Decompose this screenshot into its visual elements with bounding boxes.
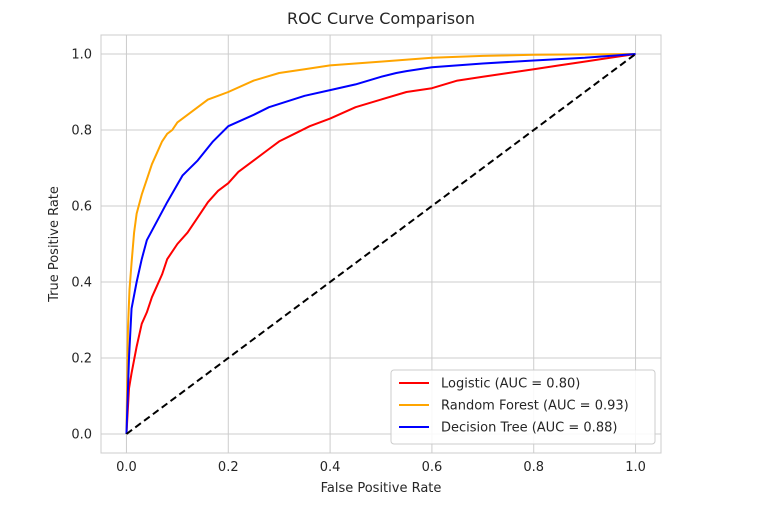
legend: Logistic (AUC = 0.80) Random Forest (AUC … <box>390 369 656 445</box>
y-tick-label: 0.8 <box>71 124 92 139</box>
y-tick-label: 0.0 <box>71 428 92 443</box>
y-tick-label: 1.0 <box>71 48 92 63</box>
y-tick-label: 0.6 <box>71 200 92 215</box>
y-tick-label: 0.2 <box>71 352 92 367</box>
legend-label: Logistic (AUC = 0.80) <box>441 377 580 392</box>
y-axis-ticks: 0.0 0.2 0.4 0.6 0.8 1.0 <box>71 48 92 443</box>
legend-label: Random Forest (AUC = 0.93) <box>441 399 629 414</box>
legend-box <box>390 369 656 445</box>
x-tick-label: 0.2 <box>218 460 239 475</box>
x-tick-label: 0.4 <box>320 460 341 475</box>
x-tick-label: 0.8 <box>523 460 544 475</box>
diagonal-reference-line <box>125 53 637 435</box>
x-tick-label: 0.0 <box>116 460 137 475</box>
series-line-1 <box>125 53 636 435</box>
x-tick-label: 1.0 <box>625 460 646 475</box>
y-axis-label: True Positive Rate <box>47 186 62 303</box>
y-tick-label: 0.4 <box>71 276 92 291</box>
series-line-2 <box>125 53 636 435</box>
series-line-0 <box>125 53 636 435</box>
series-layer <box>125 53 637 435</box>
legend-label: Decision Tree (AUC = 0.88) <box>441 421 617 436</box>
x-axis-label: False Positive Rate <box>321 481 442 496</box>
x-axis-ticks: 0.0 0.2 0.4 0.6 0.8 1.0 <box>116 460 646 475</box>
chart-title: ROC Curve Comparison <box>287 9 475 28</box>
x-tick-label: 0.6 <box>422 460 443 475</box>
